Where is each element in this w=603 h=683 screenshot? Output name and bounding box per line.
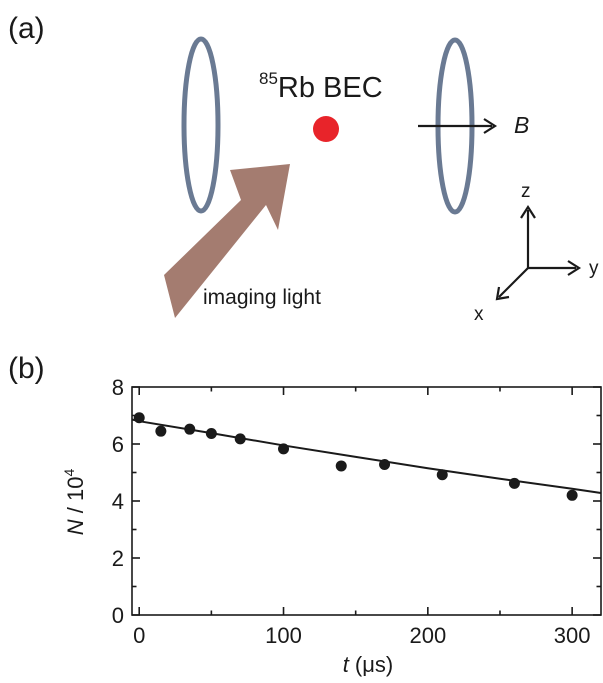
bec-label: 85Rb BEC <box>259 69 383 104</box>
y-tick-label: 0 <box>112 603 124 628</box>
data-point <box>566 489 578 501</box>
y-axis-title: N / 104 <box>61 469 88 536</box>
field-label: B <box>514 112 529 138</box>
data-point <box>184 423 196 435</box>
data-point <box>133 412 145 424</box>
panel-a-label: (a) <box>8 12 45 45</box>
chart-plot: 0 2 4 6 8 0 100 200 300 <box>112 375 602 648</box>
data-point <box>508 477 520 489</box>
panel-a: (a) 85Rb BEC B imaging light z y x <box>8 12 599 325</box>
x-axis-var: t <box>343 652 350 677</box>
imaging-light-arrow <box>164 164 290 318</box>
y-tick-label: 8 <box>112 375 124 400</box>
panel-b-label: (b) <box>8 352 45 385</box>
y-axis-exponent: 4 <box>61 469 77 477</box>
data-point <box>205 427 217 439</box>
x-axis-title: t (μs) <box>343 652 393 677</box>
coordinate-axes <box>495 204 582 301</box>
plot-frame <box>131 386 602 616</box>
y-axis-var: N <box>63 519 88 535</box>
bec-isotope-superscript: 85 <box>259 69 278 88</box>
x-tick-label: 300 <box>554 623 591 648</box>
x-axis-unit: (μs) <box>355 652 393 677</box>
bec-dot <box>313 116 339 142</box>
y-tick-label: 6 <box>112 432 124 457</box>
left-coil <box>181 36 221 214</box>
data-point <box>155 425 167 437</box>
bec-label-text: Rb BEC <box>278 72 383 104</box>
y-tick-label: 4 <box>112 489 124 514</box>
imaging-light-label: imaging light <box>203 286 321 309</box>
x-tick-label: 200 <box>409 623 446 648</box>
data-point <box>335 460 347 472</box>
y-axis-unit: / 10 <box>63 477 88 520</box>
axis-x-label: x <box>474 304 484 325</box>
y-tick-label: 2 <box>112 546 124 571</box>
data-point <box>278 443 290 455</box>
data-point <box>234 433 246 445</box>
axis-y-label: y <box>589 258 599 279</box>
field-arrow-head <box>483 118 498 134</box>
data-point <box>436 469 448 481</box>
data-point <box>379 459 391 471</box>
axis-z-label: z <box>521 181 531 202</box>
x-tick-label: 0 <box>133 623 145 648</box>
x-tick-label: 100 <box>265 623 302 648</box>
fit-line <box>131 418 602 495</box>
